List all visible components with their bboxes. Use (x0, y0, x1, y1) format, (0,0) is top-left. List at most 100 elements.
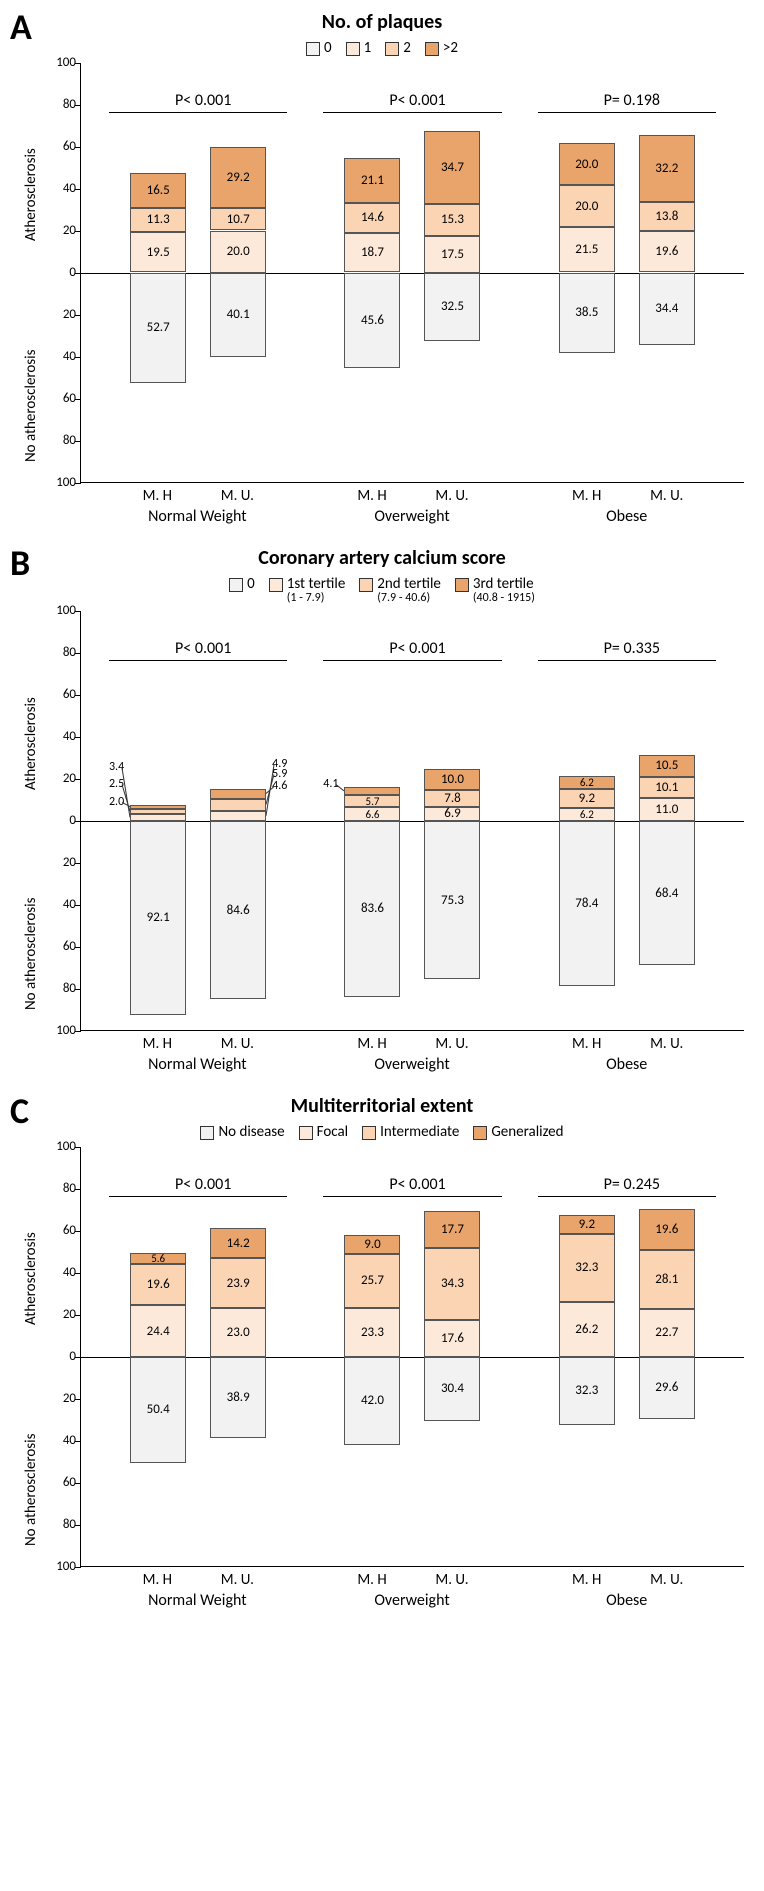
legend-label: No disease (218, 1124, 284, 1141)
legend-item: >2 (425, 40, 458, 57)
legend-item: 1st tertile(1 - 7.9) (269, 576, 346, 606)
bar-segment-up: 10.1 (639, 777, 695, 798)
bar-segment-down: 30.4 (424, 1357, 480, 1421)
ytick (75, 1567, 81, 1568)
legend-item: 0 (229, 576, 255, 606)
x-labels: M. HM. U. (519, 1035, 734, 1053)
bar-segment-down: 52.7 (130, 273, 186, 384)
ytick-label: 80 (48, 1181, 76, 1196)
x-group: M. HM. U.Overweight (305, 1035, 520, 1074)
callout-value: 2.5 (109, 777, 124, 791)
ytick-label: 20 (48, 307, 76, 322)
bar-value: 5.6 (151, 1252, 165, 1265)
legend-label: 0 (247, 576, 255, 593)
bar-segment-down: 68.4 (639, 821, 695, 965)
x-labels: M. H M. U. (305, 1035, 520, 1053)
bar: 92.13.42.52.0 (130, 611, 186, 1031)
bar-value: 6.6 (366, 808, 380, 821)
p-value-text: P< 0.001 (91, 1175, 305, 1194)
x-labels: M. HM. U. (305, 1571, 520, 1589)
bar: 68.411.010.110.5 (639, 611, 695, 1031)
bar-segment-up: 21.5 (559, 227, 615, 272)
p-value-text: P= 0.245 (520, 1175, 734, 1194)
bar: 78.46.29.26.2 (559, 611, 615, 1031)
bar-value: 17.7 (441, 1222, 464, 1237)
bar-value: 92.1 (147, 910, 170, 925)
bar: 38.923.023.914.2 (210, 1147, 266, 1567)
bar-label: M. H (129, 487, 185, 505)
ytick-label: 60 (48, 1223, 76, 1238)
bar-segment-up: 6.2 (559, 776, 615, 789)
ytick (75, 1031, 81, 1032)
p-value-text: P< 0.001 (305, 639, 519, 658)
bar-value: 6.9 (444, 806, 460, 821)
bar-value: 23.0 (227, 1325, 250, 1340)
ytick-label: 100 (48, 1139, 76, 1154)
bar-value: 26.2 (575, 1322, 598, 1337)
bar-label: M. U. (209, 1035, 265, 1053)
bar-value: 10.7 (227, 212, 250, 227)
bar-label: M. U. (424, 1035, 480, 1053)
ytick-label: 20 (48, 855, 76, 870)
callout-value: 2.0 (109, 795, 124, 809)
bar-segment-up: 10.5 (639, 755, 695, 777)
bar-value: 6.2 (580, 808, 594, 821)
bar-label: M. U. (209, 487, 265, 505)
legend-swatch (200, 1126, 214, 1140)
ytick-label: 20 (48, 1391, 76, 1406)
bar-segment-up: 9.2 (559, 1215, 615, 1234)
bar-segment-down: 84.6 (210, 821, 266, 999)
legend-item: 2 (385, 40, 411, 57)
x-group: M. HM. U. Obese (519, 1035, 734, 1074)
bar-segment-down: 50.4 (130, 1357, 186, 1463)
bar-label: M. U. (639, 1571, 695, 1589)
ytick-label: 20 (48, 223, 76, 238)
bar: 32.326.232.39.2 (559, 1147, 615, 1567)
bar-segment-down: 32.5 (424, 273, 480, 341)
ytick-label: 0 (48, 813, 76, 828)
bar-segment-up: 19.6 (639, 1209, 695, 1250)
plot: P< 0.00192.13.42.52.084.64.95.94.6P< 0.0… (80, 611, 744, 1031)
ytick-label: 0 (48, 265, 76, 280)
bar-segment-down: 34.4 (639, 273, 695, 345)
x-group: M. HM. U.Overweight (305, 487, 520, 526)
bar-segment-up (344, 787, 400, 796)
group-name: Overweight (305, 1591, 520, 1610)
bar-groups: P< 0.00150.424.419.65.638.923.023.914.2P… (81, 1147, 744, 1567)
legend-item: No disease (200, 1124, 284, 1141)
ytick-label: 60 (48, 687, 76, 702)
bar-value: 14.6 (361, 210, 384, 225)
bar: 75.36.97.810.0 (424, 611, 480, 1031)
bar: 30.417.634.317.7 (424, 1147, 480, 1567)
bar: 38.521.520.020.0 (559, 63, 615, 483)
p-value: P< 0.001 (305, 91, 519, 113)
bar-value: 38.9 (227, 1390, 250, 1405)
ytick-label: 60 (48, 391, 76, 406)
bar-label: M. U. (209, 1571, 265, 1589)
bar-value: 32.3 (575, 1260, 598, 1275)
bar-value: 10.1 (655, 780, 678, 795)
bar-segment-up: 9.2 (559, 789, 615, 808)
bar-group: P< 0.00142.023.325.79.030.417.634.317.7 (305, 1147, 519, 1567)
bar-value: 52.7 (147, 320, 170, 335)
callout-line-svg (210, 611, 211, 612)
ytick-label: 100 (48, 1559, 76, 1574)
bar-segment-up (210, 811, 266, 821)
bar-segment-up (210, 789, 266, 799)
legend-swatch (229, 578, 243, 592)
ytick-label: 100 (48, 475, 76, 490)
bar-value: 21.5 (575, 242, 598, 257)
bar-value: 32.5 (441, 299, 464, 314)
panel-label: B (10, 541, 30, 585)
bar-segment-up: 34.3 (424, 1248, 480, 1320)
bar-segment-up: 32.3 (559, 1234, 615, 1302)
callout-value: 3.4 (109, 760, 124, 774)
legend-swatch (385, 42, 399, 56)
legend-swatch (359, 578, 373, 592)
group-name: Obese (519, 1055, 734, 1074)
bar-label: M. H (344, 1035, 400, 1053)
x-group: M. HM. U. Overweight (305, 1571, 520, 1610)
group-name: Overweight (305, 507, 520, 526)
bar-segment-up: 14.6 (344, 203, 400, 234)
p-value: P= 0.335 (520, 639, 734, 661)
